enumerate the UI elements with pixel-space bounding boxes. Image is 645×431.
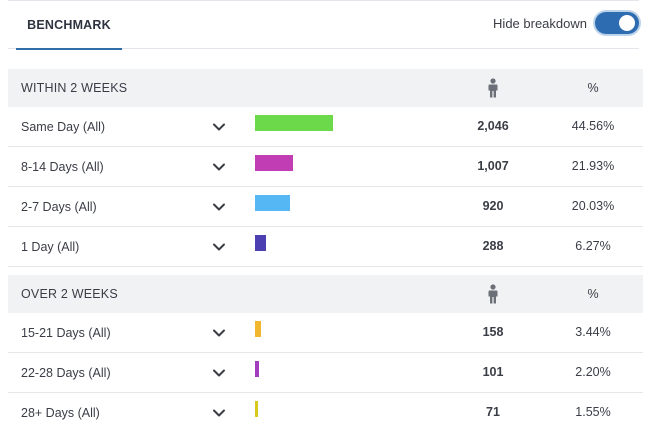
chevron-down-icon[interactable]	[212, 240, 226, 254]
chevron-down-icon[interactable]	[212, 366, 226, 380]
row-percent: 6.27%	[575, 239, 611, 253]
row-label: 28+ Days (All)	[21, 406, 100, 420]
row-label: 1 Day (All)	[21, 240, 80, 254]
share-bar	[255, 195, 290, 211]
section-over-2-weeks: OVER 2 WEEKS % 15-21 Days (All) 158 3.44% 2…	[8, 275, 643, 431]
hide-breakdown-toggle[interactable]	[595, 12, 639, 34]
table-row[interactable]: 15-21 Days (All) 158 3.44%	[8, 313, 643, 353]
row-label: 2-7 Days (All)	[21, 200, 97, 214]
row-count: 288	[482, 239, 504, 253]
row-percent: 3.44%	[575, 325, 611, 339]
tab-bar: BENCHMARK Hide breakdown	[8, 0, 639, 50]
row-count: 158	[482, 325, 504, 339]
row-percent: 44.56%	[571, 119, 615, 133]
section-header: OVER 2 WEEKS %	[8, 275, 643, 313]
row-percent: 1.55%	[575, 405, 611, 419]
chevron-down-icon[interactable]	[212, 120, 226, 134]
top-border	[8, 0, 639, 1]
share-bar	[255, 115, 333, 131]
row-percent: 20.03%	[571, 199, 615, 213]
percent-header: %	[587, 287, 599, 301]
active-tab-indicator	[16, 48, 122, 50]
hide-breakdown-control: Hide breakdown	[493, 12, 639, 34]
table-row[interactable]: 1 Day (All) 288 6.27%	[8, 227, 643, 267]
row-percent: 21.93%	[571, 159, 615, 173]
person-icon	[488, 78, 498, 98]
row-label: 8-14 Days (All)	[21, 160, 104, 174]
chevron-down-icon[interactable]	[212, 200, 226, 214]
table-row[interactable]: 28+ Days (All) 71 1.55%	[8, 393, 643, 431]
row-percent: 2.20%	[575, 365, 611, 379]
tab-benchmark[interactable]: BENCHMARK	[16, 0, 122, 50]
hide-breakdown-label: Hide breakdown	[493, 15, 587, 31]
section-within-2-weeks: WITHIN 2 WEEKS % Same Day (All) 2,046 44.5…	[8, 69, 643, 267]
row-label: Same Day (All)	[21, 120, 106, 134]
row-count: 2,046	[477, 119, 509, 133]
share-bar	[255, 361, 259, 377]
section-rows: Same Day (All) 2,046 44.56% 8-14 Days (All)…	[8, 107, 643, 267]
row-count: 920	[482, 199, 504, 213]
table-row[interactable]: 2-7 Days (All) 920 20.03%	[8, 187, 643, 227]
section-title: OVER 2 WEEKS	[21, 287, 118, 301]
chevron-down-icon[interactable]	[212, 406, 226, 420]
table-row[interactable]: 22-28 Days (All) 101 2.20%	[8, 353, 643, 393]
chevron-down-icon[interactable]	[212, 326, 226, 340]
row-count: 1,007	[477, 159, 509, 173]
section-rows: 15-21 Days (All) 158 3.44% 22-28 Days (All)…	[8, 313, 643, 431]
row-label: 15-21 Days (All)	[21, 326, 111, 340]
share-bar	[255, 321, 261, 337]
share-bar	[255, 235, 266, 251]
percent-header: %	[587, 81, 599, 95]
table-row[interactable]: 8-14 Days (All) 1,007 21.93%	[8, 147, 643, 187]
table-row[interactable]: Same Day (All) 2,046 44.56%	[8, 107, 643, 147]
row-count: 71	[486, 405, 500, 419]
section-header: WITHIN 2 WEEKS %	[8, 69, 643, 107]
section-title: WITHIN 2 WEEKS	[21, 81, 128, 95]
row-count: 101	[482, 365, 504, 379]
person-icon	[488, 284, 498, 304]
toggle-knob	[619, 15, 635, 31]
chevron-down-icon[interactable]	[212, 160, 226, 174]
row-label: 22-28 Days (All)	[21, 366, 111, 380]
share-bar	[255, 155, 293, 171]
share-bar	[255, 401, 258, 417]
tab-benchmark-label: BENCHMARK	[27, 17, 111, 32]
